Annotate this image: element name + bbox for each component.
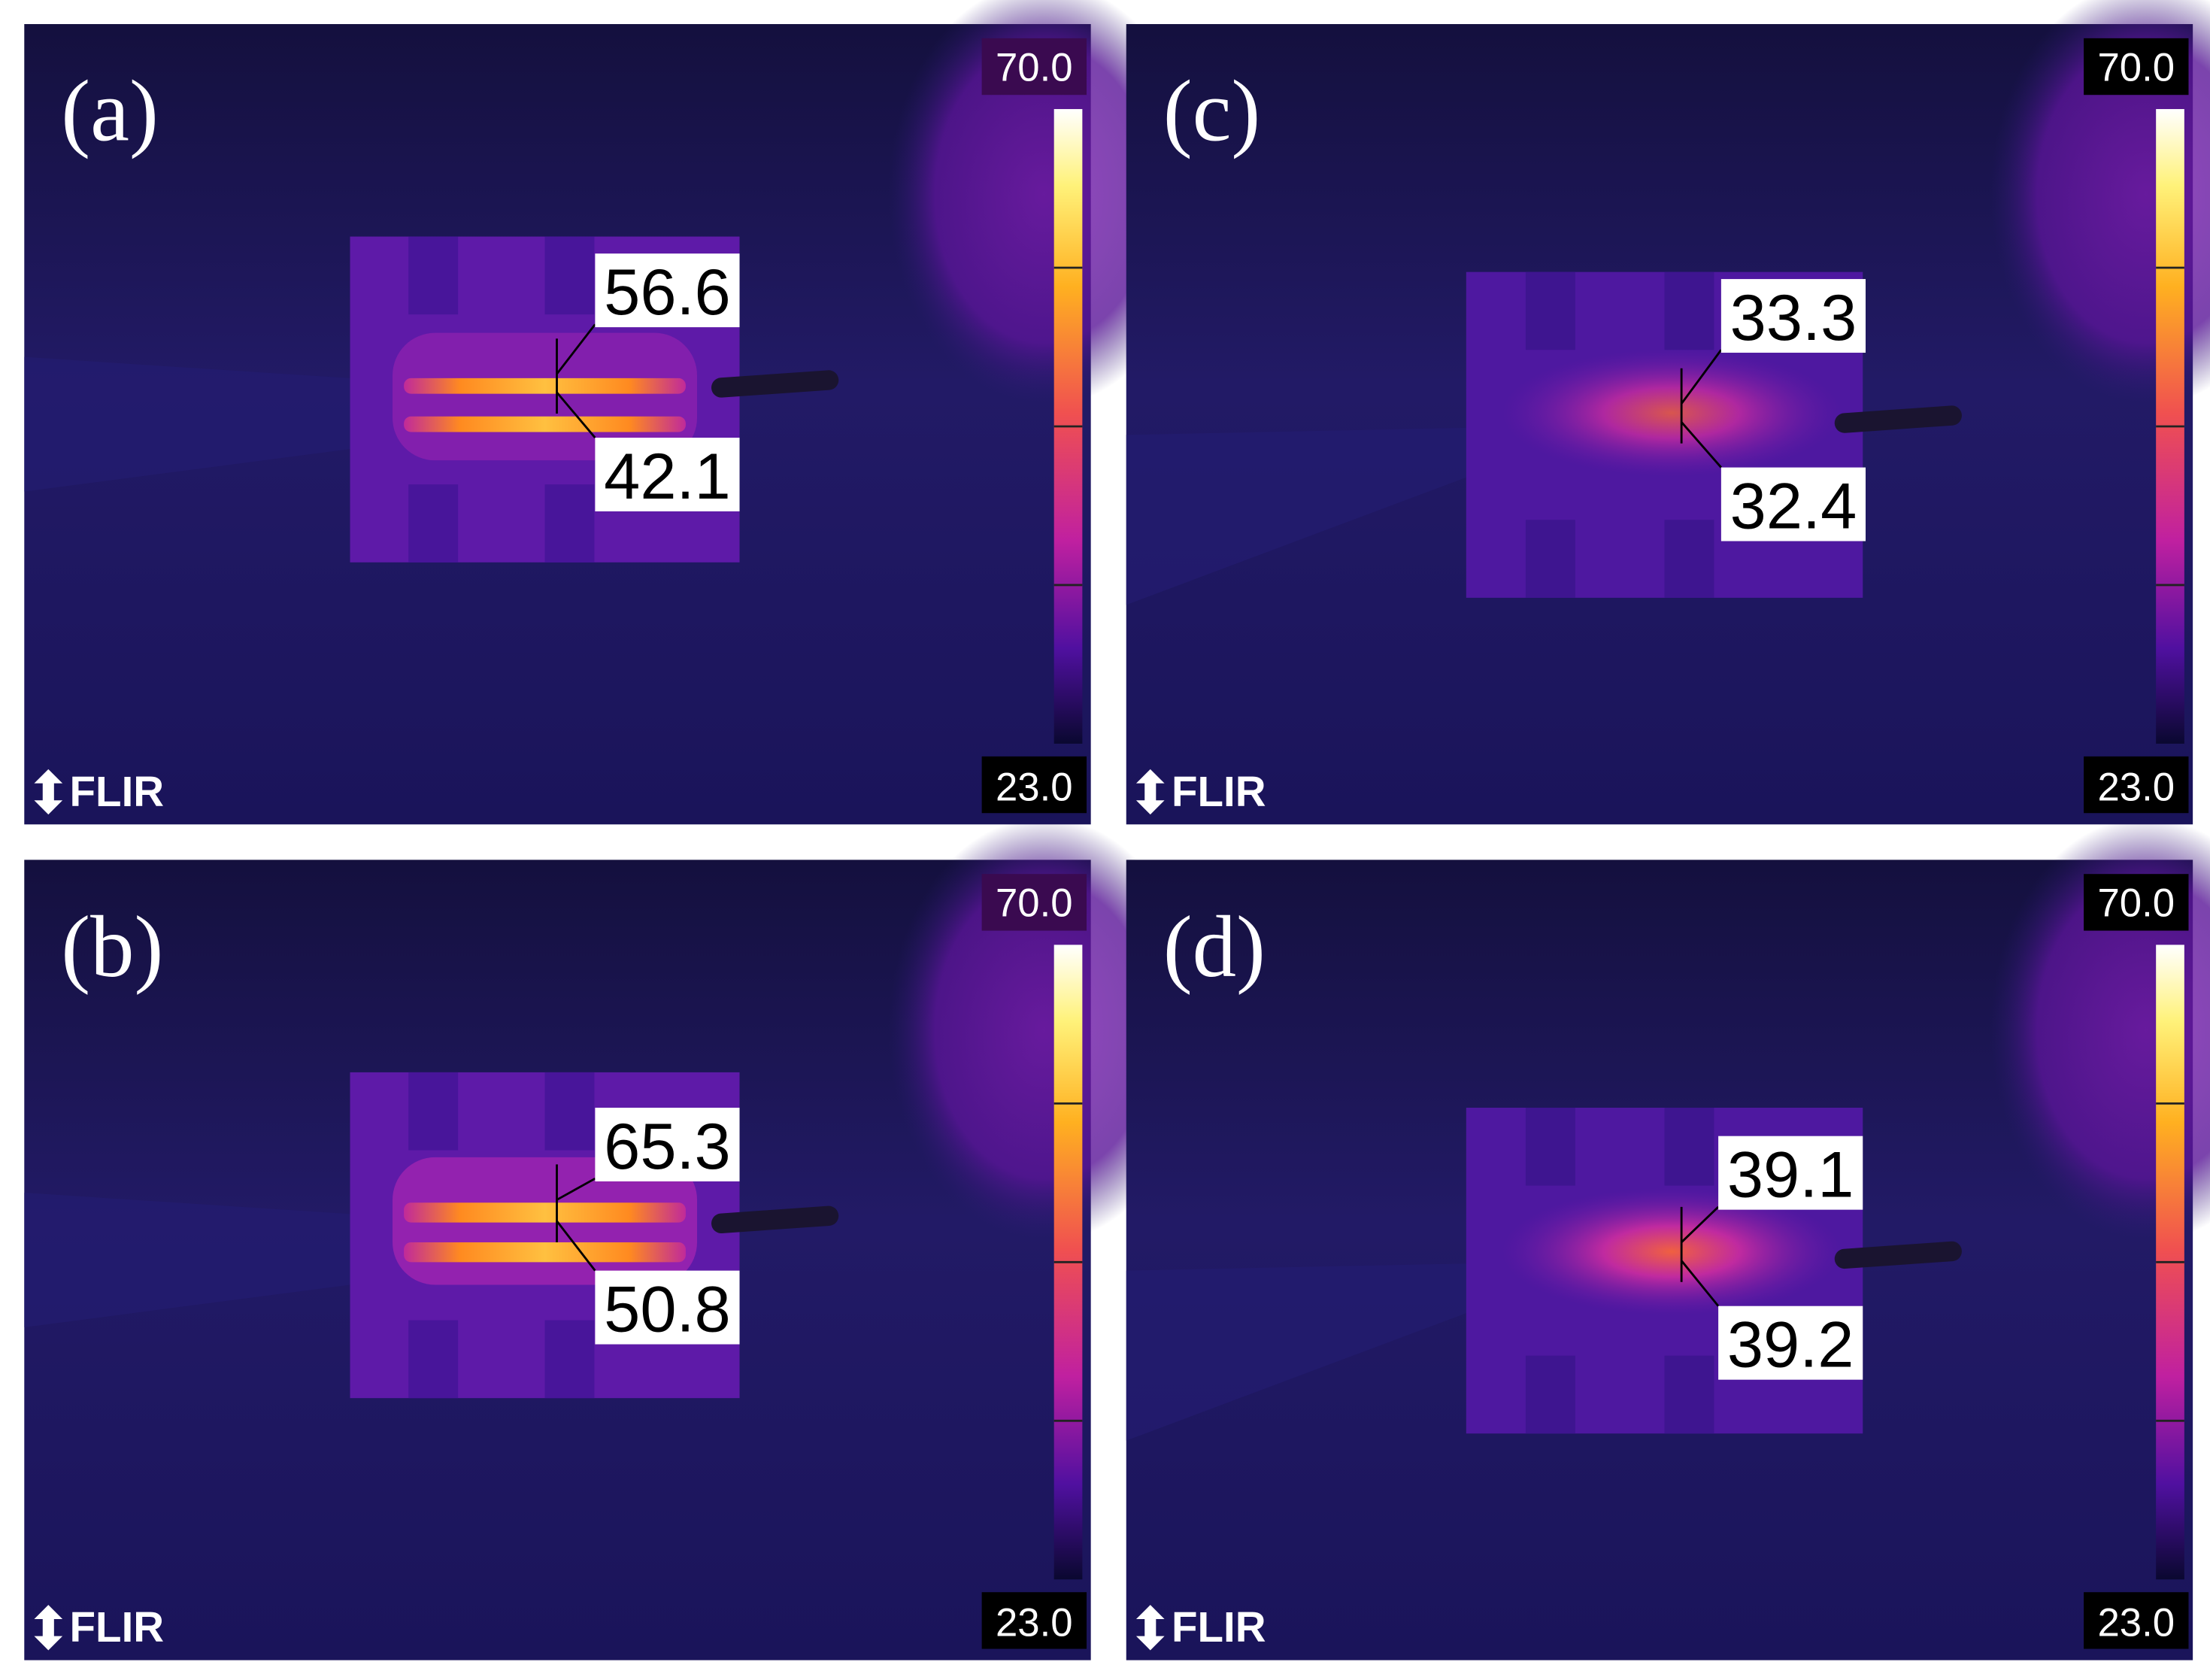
reading-box: [1720, 467, 1866, 541]
logo-icon: [1135, 1605, 1165, 1651]
warm-object: [888, 817, 1200, 1242]
device-notch: [1664, 1355, 1714, 1434]
leader-line: [556, 391, 596, 438]
top-reading: 39.1: [1727, 1139, 1854, 1211]
cable-shadow: [24, 1193, 350, 1327]
logo-text: FLIR: [1172, 1603, 1266, 1651]
probe: [1834, 1241, 1962, 1269]
device-notch: [1525, 1108, 1575, 1186]
device-notch: [408, 1072, 459, 1151]
reading-box: [595, 1270, 740, 1345]
logo-icon: [34, 1605, 63, 1651]
device-notch: [1525, 1355, 1575, 1434]
logo-text: FLIR: [1172, 768, 1266, 815]
thermal-panel: 70.0 23.0 (d) FLIR 39.1 39.2: [1126, 817, 2210, 1660]
scale-min-box: [981, 1592, 1087, 1649]
device-notch: [1664, 1108, 1714, 1186]
scale-max: 70.0: [2097, 881, 2175, 926]
heat-spot: [1501, 1187, 1842, 1315]
device-notch: [408, 484, 459, 563]
heat-band: [404, 378, 686, 394]
reading-box: [595, 1108, 740, 1181]
bottom-reading: 42.1: [604, 441, 731, 513]
device-notch: [544, 236, 595, 315]
scale-min-box: [981, 756, 1087, 814]
heat-band: [404, 416, 686, 432]
heat-spot: [1501, 349, 1842, 477]
leader-line: [556, 1177, 596, 1201]
leader-line: [1681, 349, 1723, 405]
thermal-panel: 70.0 23.0 (a) FLIR 56.6 42.1: [24, 0, 1200, 825]
leader-line: [1681, 1205, 1720, 1243]
probe: [1834, 405, 1962, 433]
cable-shadow: [1126, 427, 1466, 605]
device-notch: [408, 1320, 459, 1399]
device-notch: [1525, 271, 1575, 350]
scale-max: 70.0: [996, 881, 1073, 926]
reading-box: [1720, 279, 1866, 353]
reading-box: [595, 253, 740, 328]
warm-object: [888, 0, 1200, 407]
reading-box: [1718, 1305, 1863, 1380]
scale-max-box: [981, 38, 1087, 96]
panel-label: (a): [61, 62, 159, 159]
heat-band: [404, 1242, 686, 1263]
panel-label: (b): [61, 899, 163, 996]
bottom-reading: 32.4: [1730, 471, 1857, 543]
warm-object: [1990, 0, 2210, 407]
scale-max-box: [981, 874, 1087, 931]
logo-text: FLIR: [70, 768, 165, 815]
scale-max: 70.0: [2097, 45, 2175, 89]
bottom-reading: 39.2: [1727, 1309, 1854, 1381]
scale-min-box: [2084, 1592, 2189, 1649]
leader-line: [1681, 421, 1722, 469]
panel-label: (d): [1163, 899, 1266, 996]
leader-line: [556, 323, 596, 375]
probe: [711, 1205, 839, 1233]
top-reading: 65.3: [604, 1111, 731, 1183]
scale-min-box: [2084, 756, 2189, 814]
logo-icon: [34, 769, 63, 815]
thermal-panel: 70.0 23.0 (c) FLIR 33.3 32.4: [1126, 0, 2210, 825]
reading-box: [595, 438, 740, 511]
top-reading: 33.3: [1730, 282, 1857, 354]
device-notch: [544, 1072, 595, 1151]
panel-label: (c): [1163, 62, 1261, 159]
device-notch: [408, 236, 459, 315]
probe: [711, 370, 839, 398]
cable-shadow: [24, 356, 350, 492]
scale-min: 23.0: [996, 765, 1073, 809]
scale-min: 23.0: [996, 1601, 1073, 1645]
device-notch: [1664, 271, 1714, 350]
logo-icon: [1135, 769, 1165, 815]
leader-line: [556, 1220, 596, 1272]
device-notch: [544, 484, 595, 563]
top-reading: 56.6: [604, 256, 731, 329]
device-notch: [544, 1320, 595, 1399]
thermal-panel: 70.0 23.0 (b) FLIR 65.3 50.8: [24, 817, 1200, 1660]
leader-line: [1681, 1260, 1720, 1307]
scale-min: 23.0: [2097, 765, 2175, 809]
heat-band: [404, 1202, 686, 1223]
device-notch: [1664, 520, 1714, 598]
reading-box: [1718, 1136, 1863, 1210]
scale-max-box: [2084, 874, 2189, 931]
bottom-reading: 50.8: [604, 1274, 731, 1346]
cable-shadow: [1126, 1263, 1466, 1441]
scale-min: 23.0: [2097, 1601, 2175, 1645]
scale-max-box: [2084, 38, 2189, 96]
logo-text: FLIR: [70, 1603, 165, 1651]
scale-max: 70.0: [996, 45, 1073, 89]
device-notch: [1525, 520, 1575, 598]
